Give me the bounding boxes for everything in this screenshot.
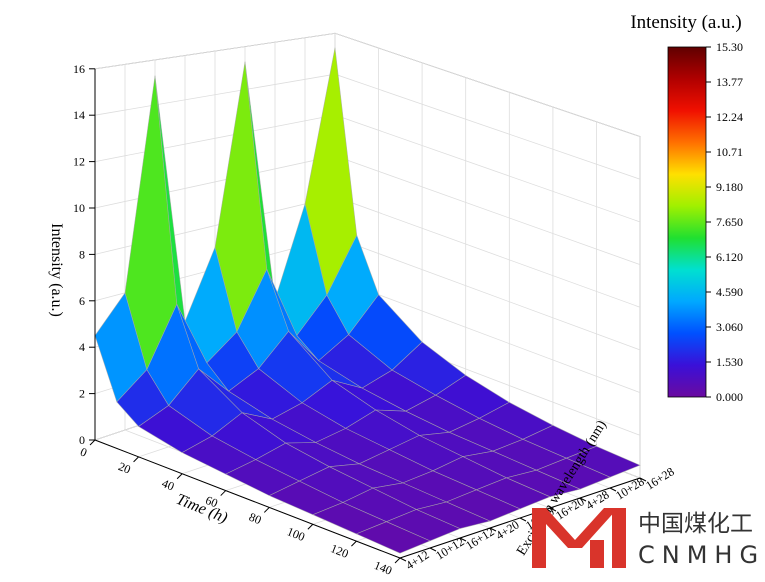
logo-bar (590, 540, 604, 568)
y-axis (399, 477, 641, 559)
x-tick-label: 60 (203, 493, 219, 510)
watermark-cn: 中国煤化工 (638, 511, 753, 537)
y-tick (609, 487, 617, 492)
z-axis-label: Intensity (a.u.) (48, 223, 65, 317)
z-tick-label: 4 (79, 340, 85, 354)
z-tick-label: 2 (79, 387, 85, 401)
x-tick-label: 20 (116, 459, 132, 476)
z-tick-label: 0 (79, 433, 85, 447)
z-tick-label: 16 (73, 62, 85, 76)
x-tick (89, 439, 96, 446)
x-tick-label: 80 (247, 510, 263, 527)
colorbar-tick-label: 1.530 (716, 355, 743, 369)
y-tick (459, 537, 467, 542)
colorbar-title: Intensity (a.u.) (630, 12, 741, 33)
colorbar-tick-label: 13.77 (716, 75, 743, 89)
colorbar-tick-label: 3.060 (716, 320, 743, 334)
logo-bar (612, 508, 626, 568)
z-tick-label: 14 (73, 108, 85, 122)
x-tick-label: 100 (285, 524, 307, 544)
y-tick-label: 4+12 (403, 548, 431, 573)
y-tick (429, 547, 437, 552)
x-tick-label: 40 (160, 476, 176, 493)
x-tick (307, 523, 314, 530)
logo-shape (546, 508, 618, 548)
x-tick (394, 557, 401, 564)
grid-line (94, 32, 641, 137)
y-tick (519, 517, 527, 522)
y-tick (489, 527, 497, 532)
z-tick-label: 8 (79, 247, 85, 261)
colorbar-tick-label: 7.650 (716, 215, 743, 229)
surface (94, 47, 641, 554)
y-tick-label: 4+20 (493, 518, 521, 543)
y-tick (549, 507, 557, 512)
grid-line (94, 155, 641, 265)
watermark-en: CNMHG (638, 541, 765, 569)
x-tick (351, 540, 357, 547)
colorbar-tick-label: 9.180 (716, 180, 743, 194)
colorbar-tick-label: 6.120 (716, 250, 743, 264)
watermark-logo: 中国煤化工 CNMHG (532, 508, 765, 569)
x-tick (176, 473, 183, 480)
colorbar-tick-label: 0.000 (716, 390, 743, 404)
y-tick-label: 16+28 (643, 464, 677, 492)
colorbar-tick-label: 4.590 (716, 285, 743, 299)
x-tick-label: 0 (78, 445, 89, 460)
y-tick (639, 477, 647, 482)
x-tick-label: 140 (372, 558, 394, 577)
surface-patch (355, 521, 431, 554)
x-tick (263, 507, 270, 513)
y-tick (399, 557, 407, 562)
colorbar-tick-label: 10.71 (716, 145, 743, 159)
z-tick-label: 6 (79, 294, 85, 308)
x-tick-label: 120 (329, 541, 351, 561)
z-tick-label: 10 (73, 201, 85, 215)
x-axis (94, 439, 401, 559)
colorbar (667, 46, 707, 398)
grid-line (94, 114, 641, 223)
y-tick (579, 497, 587, 502)
z-tick-label: 12 (73, 155, 85, 169)
x-tick (220, 490, 227, 496)
colorbar-tick-label: 15.30 (716, 40, 743, 54)
colorbar-tick-label: 12.24 (716, 110, 743, 124)
logo-bar (532, 508, 546, 568)
x-tick (133, 456, 139, 463)
x-axis-label: Time (h) (174, 491, 230, 527)
